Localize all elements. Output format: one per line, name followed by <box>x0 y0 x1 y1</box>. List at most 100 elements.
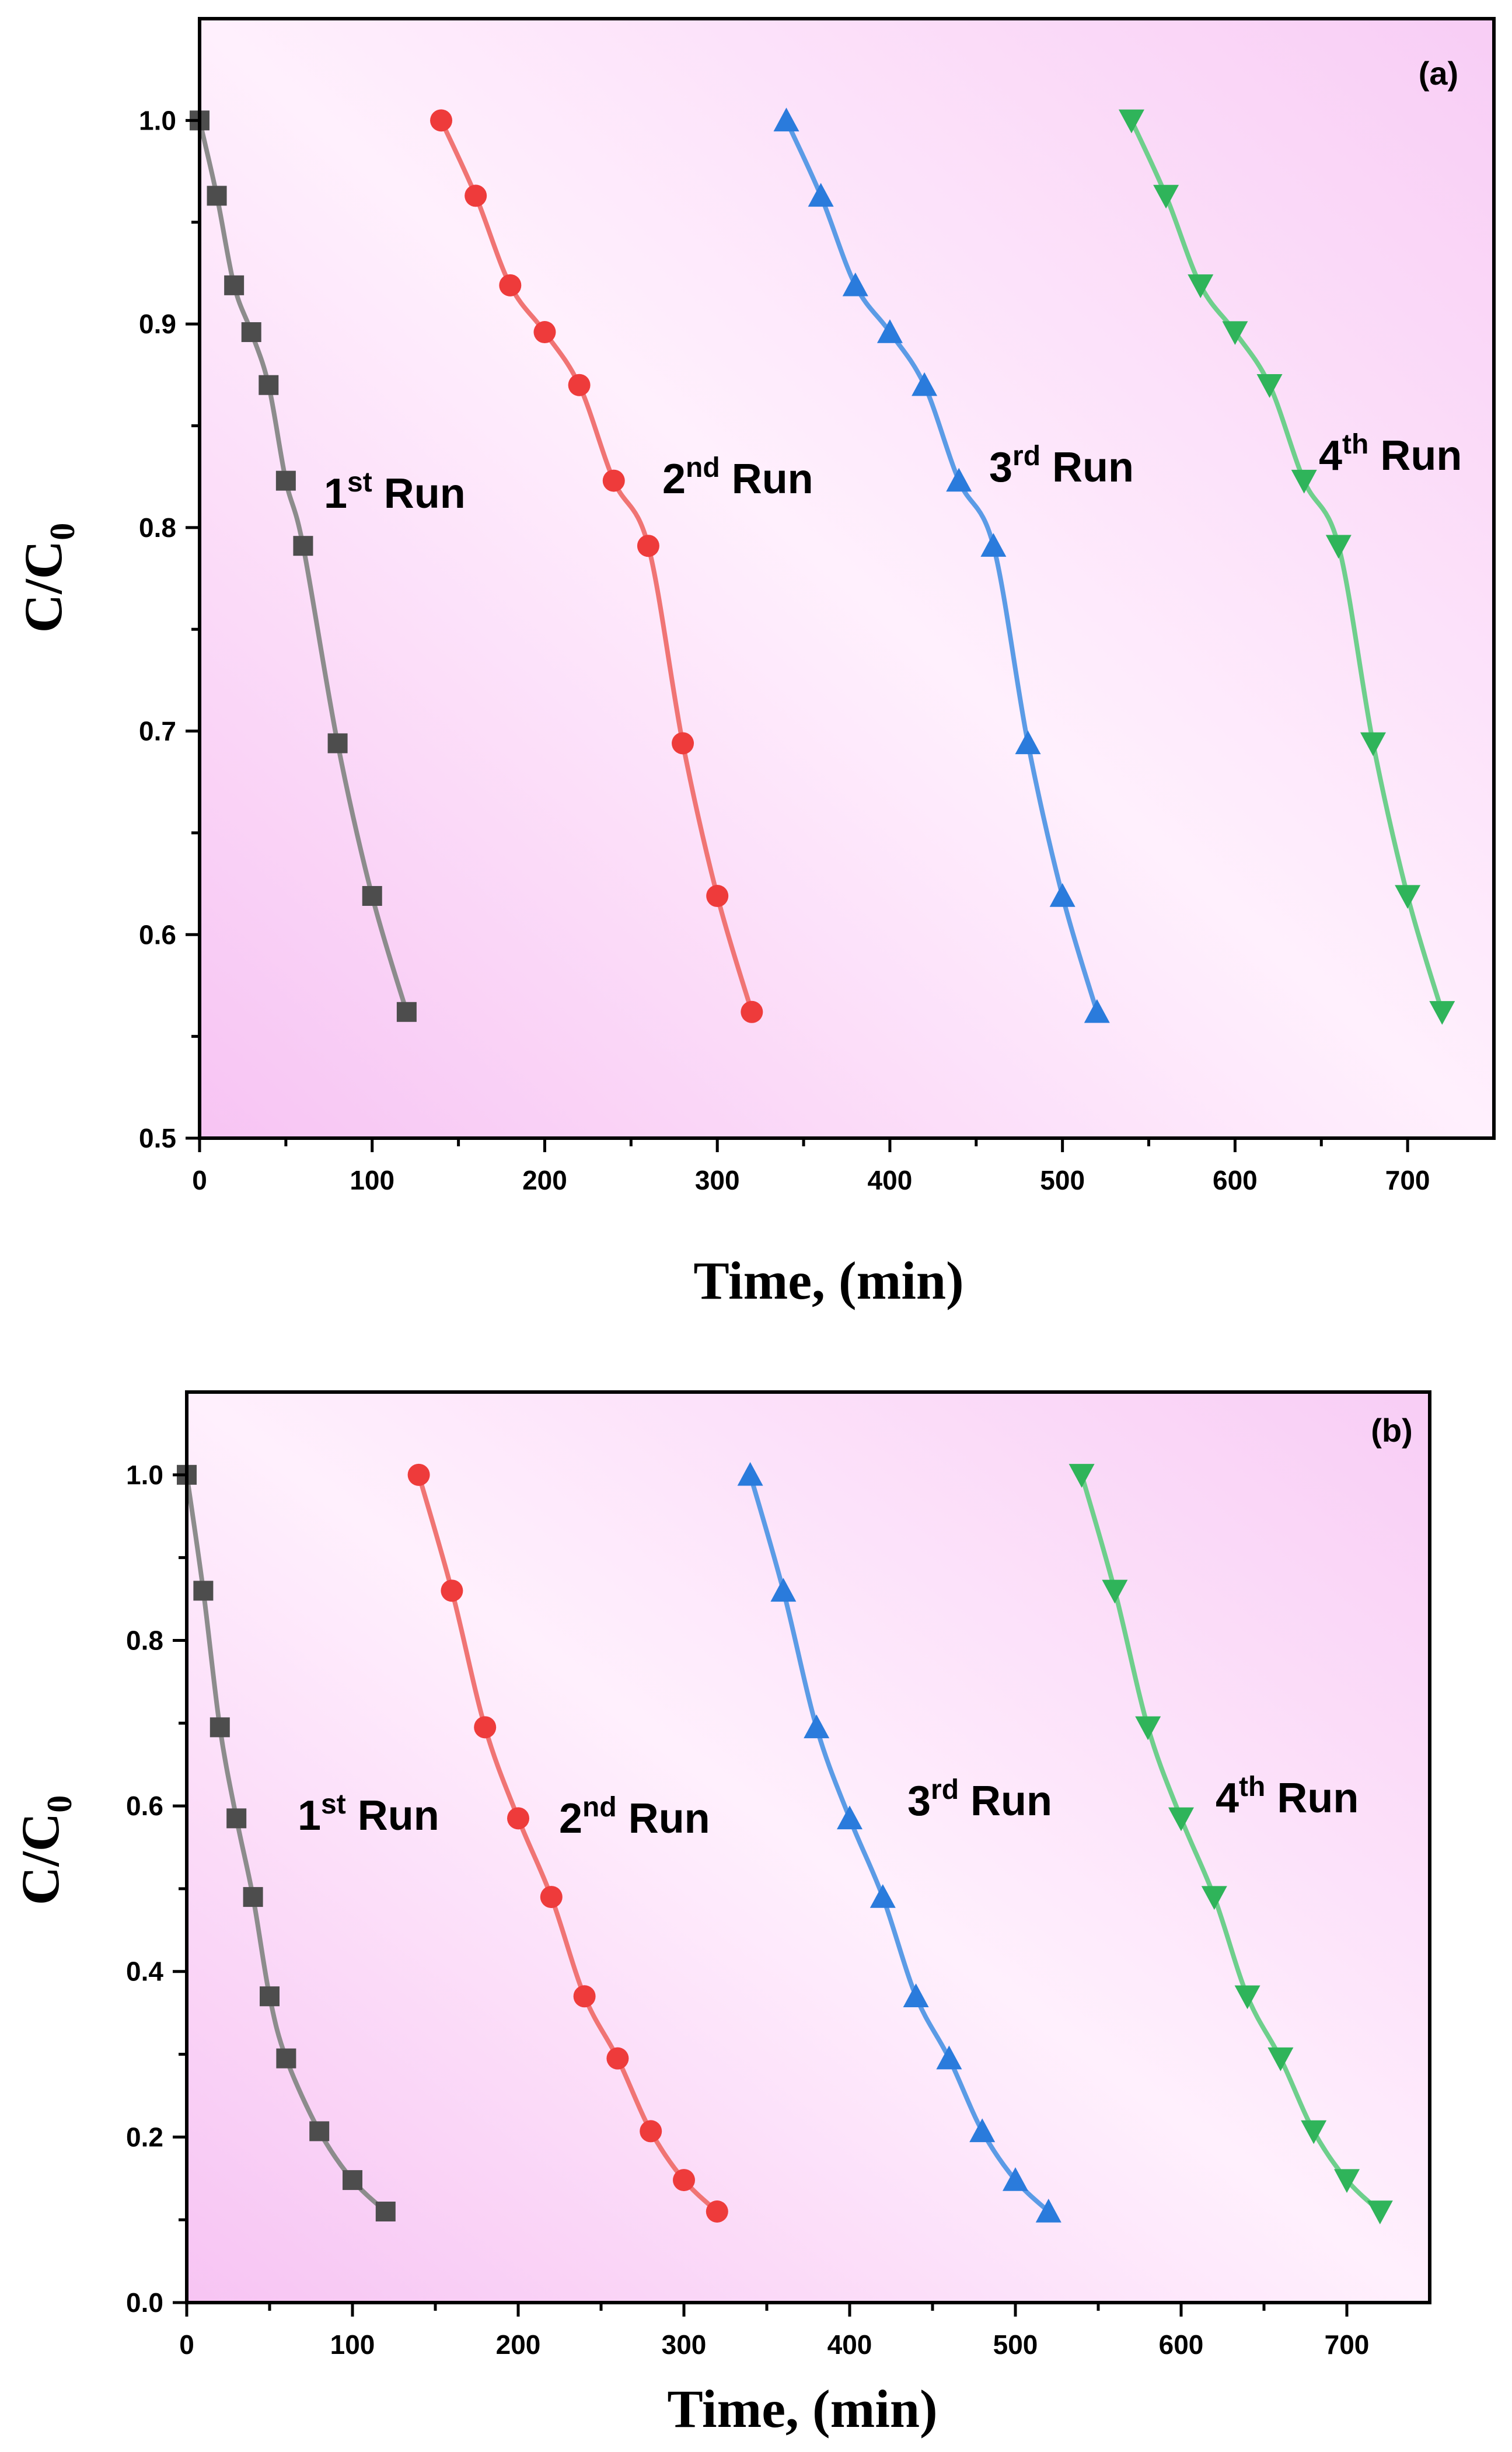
x-tick-label-5: 500 <box>993 2329 1038 2360</box>
run-label-number: 1 <box>324 470 347 517</box>
panel-label: (a) <box>1419 55 1458 92</box>
run-label-ordinal: st <box>347 467 372 498</box>
x-tick-label-3: 300 <box>695 1165 740 1195</box>
data-point-s3-5 <box>870 1884 896 1908</box>
data-point-s2-5 <box>568 374 591 396</box>
data-point-s3-10 <box>1035 2199 1061 2223</box>
x-tick-label-2: 200 <box>496 2329 541 2360</box>
run-label-ordinal: nd <box>582 1792 617 1823</box>
data-point-s2-5 <box>540 1886 563 1909</box>
run-label-2: 2nd Run <box>559 1792 710 1842</box>
run-label-text: Run <box>372 470 466 517</box>
run-label-number: 1 <box>298 1792 321 1839</box>
x-tick-label-1: 100 <box>330 2329 375 2360</box>
data-point-s3-9 <box>1049 883 1075 907</box>
run-label-3: 3rd Run <box>989 441 1134 491</box>
data-point-s4-3 <box>1135 1716 1161 1741</box>
x-tick-label-4: 400 <box>827 2329 872 2360</box>
run-label-number: 3 <box>907 1778 931 1825</box>
data-point-s3-3 <box>842 272 868 297</box>
data-point-s4-7 <box>1325 535 1352 559</box>
data-point-s1-10 <box>396 1002 417 1022</box>
run-label-4: 4th Run <box>1216 1771 1359 1822</box>
run-label-ordinal: th <box>1239 1771 1265 1802</box>
data-point-s3-1 <box>773 107 799 132</box>
data-point-s1-9 <box>343 2170 362 2191</box>
data-point-s2-3 <box>499 274 522 297</box>
data-point-s1-2 <box>193 1581 214 1601</box>
x-tick-label-7: 700 <box>1325 2329 1370 2360</box>
run-label-ordinal: rd <box>931 1774 959 1805</box>
data-point-s1-9 <box>362 886 382 906</box>
data-point-s2-3 <box>474 1716 497 1739</box>
y-tick-label-3: 0.8 <box>139 512 176 543</box>
data-point-s2-10 <box>741 1000 763 1023</box>
data-point-s4-1 <box>1118 109 1144 134</box>
data-point-s1-10 <box>375 2202 396 2221</box>
data-point-s1-3 <box>209 1717 230 1738</box>
data-point-s2-2 <box>465 184 487 207</box>
x-tick-label-7: 700 <box>1385 1165 1430 1195</box>
data-point-s4-7 <box>1267 2047 1294 2071</box>
data-point-s2-10 <box>706 2200 728 2223</box>
data-point-s2-1 <box>430 109 453 132</box>
data-point-s3-4 <box>837 1805 862 1830</box>
run-label-text: Run <box>1040 444 1134 491</box>
data-point-s2-2 <box>441 1579 463 1602</box>
run-label-1: 1st Run <box>324 467 466 517</box>
y-axis-title-subscript: 0 <box>43 523 82 540</box>
y-tick-label-1: 0.2 <box>126 2122 163 2152</box>
data-point-s3-2 <box>770 1578 797 1602</box>
y-tick-label-0: 0.0 <box>126 2287 163 2318</box>
data-point-s3-8 <box>1015 730 1041 755</box>
y-axis-title-main: C/C <box>11 1813 70 1905</box>
data-point-s1-5 <box>259 375 279 395</box>
data-point-s3-2 <box>808 183 834 207</box>
y-tick-label-4: 0.8 <box>126 1625 163 1655</box>
data-point-s1-7 <box>293 536 313 556</box>
y-axis-title-main: C/C <box>13 540 73 633</box>
data-point-s4-6 <box>1291 469 1317 494</box>
data-point-s4-1 <box>1068 1464 1095 1488</box>
data-point-s3-10 <box>1084 999 1110 1023</box>
x-tick-label-5: 500 <box>1040 1165 1085 1195</box>
data-point-s1-5 <box>243 1887 263 1907</box>
data-point-s4-8 <box>1301 2120 1327 2144</box>
data-point-s4-4 <box>1222 321 1248 346</box>
x-tick-label-3: 300 <box>662 2329 707 2360</box>
data-point-s4-2 <box>1153 184 1179 209</box>
data-point-s3-9 <box>1003 2167 1028 2191</box>
data-point-s3-7 <box>980 533 1007 557</box>
run-label-text: Run <box>959 1778 1052 1825</box>
y-tick-label-1: 0.6 <box>139 919 176 950</box>
plot-frame <box>185 1390 1431 2304</box>
data-point-s3-4 <box>877 319 903 343</box>
data-point-s4-6 <box>1234 1985 1260 2010</box>
x-tick-label-1: 100 <box>350 1165 394 1195</box>
run-label-4: 4th Run <box>1319 429 1462 479</box>
plot-area <box>187 1392 1430 2303</box>
data-point-s4-10 <box>1429 1001 1455 1025</box>
plot-area <box>200 19 1494 1138</box>
data-point-s4-5 <box>1201 1886 1227 1910</box>
data-point-s3-6 <box>903 1983 929 2007</box>
data-point-s4-9 <box>1334 2169 1360 2193</box>
data-point-s2-7 <box>606 2047 629 2070</box>
data-point-s1-6 <box>260 1986 280 2007</box>
data-point-s1-4 <box>241 322 261 343</box>
data-point-s4-10 <box>1367 2200 1393 2224</box>
data-point-s4-3 <box>1188 274 1214 298</box>
data-point-s2-8 <box>640 2120 662 2143</box>
y-tick-label-5: 1.0 <box>126 1460 163 1490</box>
y-tick-label-2: 0.4 <box>126 1956 163 1987</box>
data-point-s3-6 <box>946 468 972 492</box>
y-tick-label-0: 0.5 <box>139 1123 176 1153</box>
run-label-ordinal: rd <box>1012 441 1040 472</box>
y-tick-label-5: 1.0 <box>139 105 176 135</box>
x-axis-title: Time, (min) <box>667 2379 937 2439</box>
run-label-text: Run <box>346 1792 439 1839</box>
data-point-s2-6 <box>573 1985 596 2008</box>
data-point-s4-8 <box>1360 732 1386 756</box>
